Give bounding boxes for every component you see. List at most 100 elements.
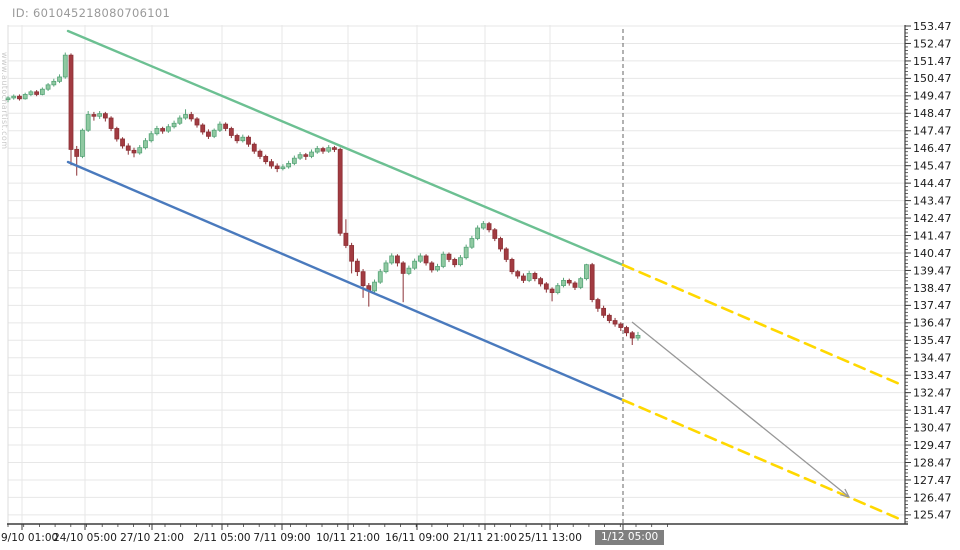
candle-down — [223, 122, 229, 132]
candle-down — [423, 254, 429, 266]
candle-down — [606, 313, 612, 324]
candle-up — [463, 244, 469, 260]
candle-up — [291, 155, 297, 166]
grid-layer — [8, 25, 905, 524]
candle-down — [120, 137, 125, 149]
candle-down — [595, 297, 601, 312]
candle-up — [314, 145, 320, 154]
y-axis-tick-label: 144.47 — [913, 177, 952, 190]
candle-up — [389, 253, 395, 265]
y-axis-tick-label: 143.47 — [913, 194, 952, 207]
candle-down — [102, 111, 108, 122]
y-axis-labels: 153.47 152.47 151.47 150.47 149.47 148.47 147.… — [913, 20, 952, 522]
y-axis-tick-label: 133.47 — [913, 369, 952, 382]
breakout-arrow-head-icon — [840, 488, 851, 499]
breakout-arrow-line — [631, 321, 850, 498]
y-axis-tick-label: 134.47 — [913, 352, 952, 365]
candle-down — [200, 123, 206, 135]
candle-down — [206, 129, 211, 139]
candle-down — [194, 117, 200, 128]
candle-up — [97, 111, 103, 119]
y-axis-tick-label: 141.47 — [913, 229, 952, 242]
candle-down — [589, 262, 595, 303]
y-axis-tick-label: 142.47 — [913, 212, 952, 225]
channel-top-line — [66, 29, 625, 267]
candle-up — [5, 96, 11, 103]
candle-down — [108, 116, 114, 132]
candle-up — [475, 225, 481, 241]
candle-down — [114, 126, 120, 142]
x-axis-tick-label: 9/10 01:00 — [1, 532, 58, 544]
candle-up — [148, 131, 154, 143]
candle-down — [566, 278, 572, 286]
candle-down — [366, 283, 372, 307]
candle-down — [303, 152, 309, 160]
candle-up — [412, 258, 418, 270]
channel-bottom-line — [66, 160, 625, 402]
candle-down — [532, 271, 538, 282]
chart-id-label: ID: 601045218080706101 — [12, 6, 171, 20]
candle-down — [624, 325, 629, 337]
candle-up — [377, 269, 383, 284]
y-axis-tick-label: 150.47 — [913, 72, 952, 85]
candle-down — [612, 317, 618, 327]
candle-up — [211, 128, 217, 139]
candle-down — [618, 322, 624, 332]
marker-date-label: 1/12 05:00 — [595, 530, 665, 545]
candle-down — [263, 154, 269, 165]
candle-up — [578, 276, 584, 290]
y-axis-tick-label: 148.47 — [913, 107, 952, 120]
candle-up — [143, 138, 148, 150]
y-axis-tick-label: 127.47 — [913, 474, 952, 487]
candle-down — [131, 147, 137, 158]
y-axis-tick-label: 135.47 — [913, 334, 952, 347]
candle-up — [154, 125, 160, 136]
candle-down — [332, 145, 337, 153]
x-axis-tick-label: 27/10 21:00 — [120, 532, 184, 544]
candle-up — [280, 164, 286, 171]
candle-up — [555, 283, 561, 295]
candle-up — [28, 90, 34, 97]
candle-down — [360, 269, 366, 298]
candle-up — [217, 121, 223, 132]
candle-down — [74, 145, 80, 176]
candle-up — [297, 152, 303, 160]
y-axis-tick-label: 146.47 — [913, 142, 952, 155]
candle-down — [257, 149, 263, 160]
candle-down — [395, 254, 400, 267]
x-axis-tick-label: 7/11 09:00 — [253, 532, 310, 544]
candle-up — [165, 124, 171, 133]
candle-down — [538, 276, 544, 287]
y-axis-tick-label: 130.47 — [913, 421, 952, 434]
x-axis-tick-label: 10/11 21:00 — [316, 532, 380, 544]
candle-down — [601, 305, 607, 318]
candle-down — [68, 53, 74, 166]
candle-up — [183, 109, 188, 120]
candle-up — [372, 279, 377, 293]
y-axis-tick-label: 138.47 — [913, 282, 952, 295]
y-axis-tick-label: 129.47 — [913, 439, 952, 452]
y-axis-tick-label: 131.47 — [913, 404, 952, 417]
candle-down — [246, 135, 251, 147]
candle-up — [561, 277, 566, 288]
candles-layer — [5, 52, 641, 345]
candle-up — [440, 251, 446, 269]
candle-up — [11, 94, 17, 100]
y-axis-tick-label: 125.47 — [913, 509, 952, 522]
candle-up — [480, 221, 486, 230]
candle-down — [429, 261, 435, 273]
candle-up — [51, 78, 57, 87]
forecast-lower-line — [621, 398, 904, 522]
x-axis-tick-label: 21/11 21:00 — [453, 532, 517, 544]
y-axis-tick-label: 151.47 — [913, 55, 952, 68]
candle-up — [469, 235, 475, 249]
candle-down — [521, 273, 526, 284]
candle-down — [17, 94, 22, 101]
candle-down — [503, 247, 509, 263]
candle-down — [274, 163, 280, 173]
candle-up — [137, 145, 143, 155]
y-axis-tick-label: 145.47 — [913, 160, 952, 173]
candle-down — [572, 281, 578, 290]
